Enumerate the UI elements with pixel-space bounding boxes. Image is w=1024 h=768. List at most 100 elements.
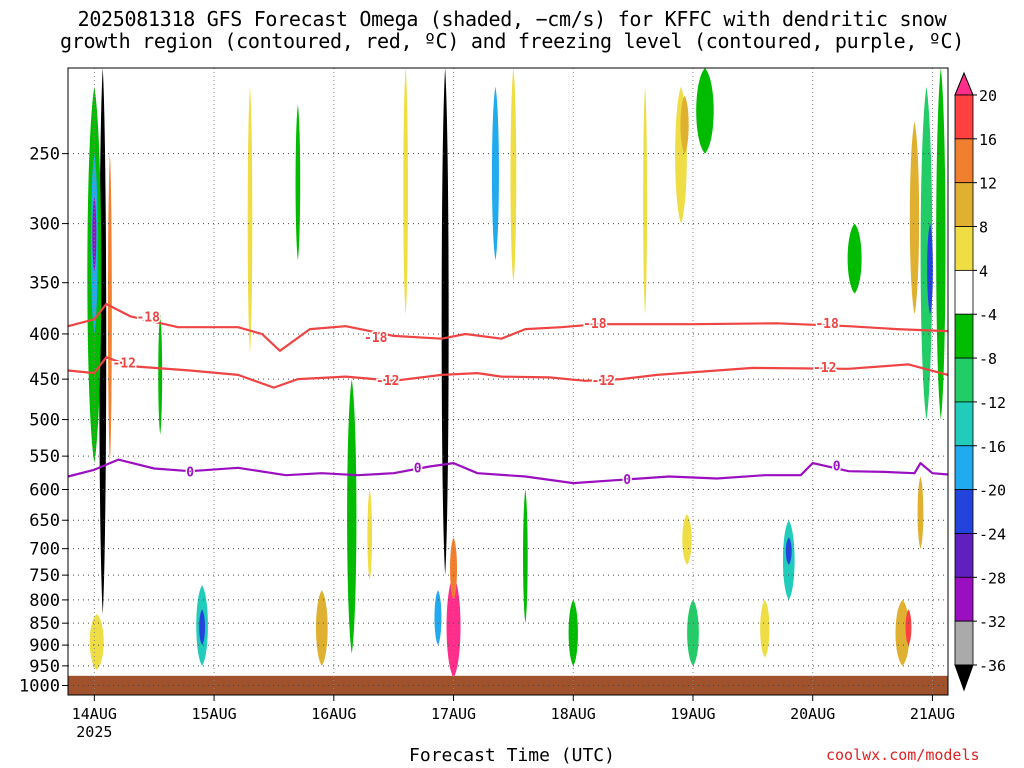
omega-blob-24 xyxy=(847,223,862,294)
contour-label-1: -18 xyxy=(364,331,388,346)
contour-label-4: -12 xyxy=(113,356,136,371)
omega-blob-14 xyxy=(510,68,517,283)
x-tick-label-16AUG: 16AUG xyxy=(311,705,356,723)
omega-blob-26 xyxy=(920,86,933,420)
omega-blob-10 xyxy=(199,609,206,646)
y-tick-label-700: 700 xyxy=(29,540,60,560)
colorbar-bin-3 xyxy=(954,182,974,227)
y-tick-label-600: 600 xyxy=(29,481,60,501)
omega-blob-35 xyxy=(403,68,408,315)
omega-blob-22 xyxy=(785,537,792,565)
colorbar-top-arrow xyxy=(954,71,974,96)
omega-blob-6 xyxy=(446,575,461,678)
contour-label-9: 0 xyxy=(414,461,422,476)
colorbar-label-12: -32 xyxy=(979,613,1006,631)
y-tick-label-500: 500 xyxy=(29,411,60,431)
colorbar-bin-9 xyxy=(954,445,974,491)
omega-blob-17 xyxy=(680,95,689,154)
colorbar-label-2: 12 xyxy=(979,175,997,193)
contour-label-7: -12 xyxy=(813,361,836,376)
colorbar-bin-1 xyxy=(954,94,974,140)
y-tick-label-750: 750 xyxy=(29,566,60,586)
y-tick-label-800: 800 xyxy=(29,591,60,611)
colorbar-label-9: -20 xyxy=(979,482,1006,500)
chart-title: 2025081318 GFS Forecast Omega (shaded, −… xyxy=(0,8,1024,52)
colorbar-label-10: -24 xyxy=(979,525,1006,543)
y-tick-label-950: 950 xyxy=(29,657,60,677)
x-tick-label-17AUG: 17AUG xyxy=(431,705,476,723)
contour-label-2: -18 xyxy=(583,317,607,332)
x-tick-label-18AUG: 18AUG xyxy=(551,705,596,723)
contour--12-1 xyxy=(67,356,949,389)
contour--18-0 xyxy=(67,302,949,352)
y-tick-label-1000: 1000 xyxy=(19,677,60,697)
omega-blob-3 xyxy=(92,197,97,272)
omega-blob-23 xyxy=(760,599,770,658)
x-tick-label-21AUG: 21AUG xyxy=(910,705,955,723)
contour-label-5: -12 xyxy=(376,374,399,389)
omega-blob-37 xyxy=(643,86,648,315)
plot-area xyxy=(68,68,948,695)
colorbar-bin-5 xyxy=(954,269,974,315)
contour-label-8: 0 xyxy=(186,466,194,481)
colorbar-bin-2 xyxy=(954,138,974,184)
contour-label-10: 0 xyxy=(623,473,631,488)
contour-label-3: -18 xyxy=(815,317,839,332)
colorbar-label-13: -36 xyxy=(979,657,1006,675)
y-tick-label-300: 300 xyxy=(29,215,60,235)
colorbar-label-4: 4 xyxy=(979,262,988,280)
y-tick-label-550: 550 xyxy=(29,447,60,467)
title-line-1: 2025081318 GFS Forecast Omega (shaded, −… xyxy=(77,7,947,31)
y-tick-label-350: 350 xyxy=(29,274,60,294)
grid xyxy=(68,68,948,695)
credit-link[interactable]: coolwx.com/models xyxy=(826,746,980,764)
colorbar-label-1: 16 xyxy=(979,131,997,149)
plot-frame xyxy=(67,67,949,696)
omega-blob-27 xyxy=(927,223,933,315)
omega-blob-36 xyxy=(523,489,528,624)
colorbar-label-5: -4 xyxy=(979,306,997,324)
colorbar-label-6: -8 xyxy=(979,350,997,368)
x-tick-label-20AUG: 20AUG xyxy=(790,705,835,723)
omega-blob-29 xyxy=(895,599,910,666)
colorbar-bin-10 xyxy=(954,489,974,534)
colorbar-bin-8 xyxy=(954,401,974,447)
title-line-2: growth region (contoured, red, ºC) and f… xyxy=(59,29,965,53)
colorbar: 20 16 12 8 4 -4 -8 -12 -16 -20 -24 -28 -32 -36 xyxy=(954,71,1006,692)
omega-blob-34 xyxy=(295,104,301,261)
colorbar-bin-7 xyxy=(954,357,974,403)
omega-blob-0 xyxy=(99,68,107,615)
contour-label-6: -12 xyxy=(591,374,614,389)
x-tick-sublabel-year: 2025 xyxy=(76,723,112,741)
colorbar-label-0: 20 xyxy=(979,87,997,105)
x-tick-label-14AUG: 14AUG xyxy=(72,705,117,723)
omega-blob-38 xyxy=(158,314,163,435)
contour-0-2 xyxy=(67,458,949,485)
x-axis-title: Forecast Time (UTC) xyxy=(409,745,615,766)
y-tick-label-900: 900 xyxy=(29,636,60,656)
omega-blob-11 xyxy=(315,590,328,666)
omega-blob-4 xyxy=(107,153,112,464)
x-tick-label-19AUG: 19AUG xyxy=(670,705,715,723)
omega-blob-25 xyxy=(909,121,920,315)
y-tick-label-850: 850 xyxy=(29,614,60,634)
colorbar-bin-11 xyxy=(954,533,974,578)
omega-blob-12 xyxy=(347,379,357,654)
omega-blob-31 xyxy=(917,476,924,549)
y-tick-label-650: 650 xyxy=(29,511,60,531)
contour-label-11: 0 xyxy=(833,459,841,474)
omega-blob-30 xyxy=(905,609,912,646)
colorbar-label-7: -12 xyxy=(979,394,1006,412)
omega-blob-19 xyxy=(682,514,692,565)
contour-label-0: -18 xyxy=(136,310,160,325)
colorbar-bin-13 xyxy=(954,620,974,666)
colorbar-label-8: -16 xyxy=(979,438,1006,456)
colorbar-bin-12 xyxy=(954,576,974,622)
omega-blob-8 xyxy=(434,590,442,646)
colorbar-bottom-arrow xyxy=(954,664,974,692)
y-tick-label-250: 250 xyxy=(29,145,60,165)
y-tick-label-450: 450 xyxy=(29,370,60,390)
colorbar-bin-4 xyxy=(954,226,974,271)
x-tick-label-15AUG: 15AUG xyxy=(191,705,236,723)
